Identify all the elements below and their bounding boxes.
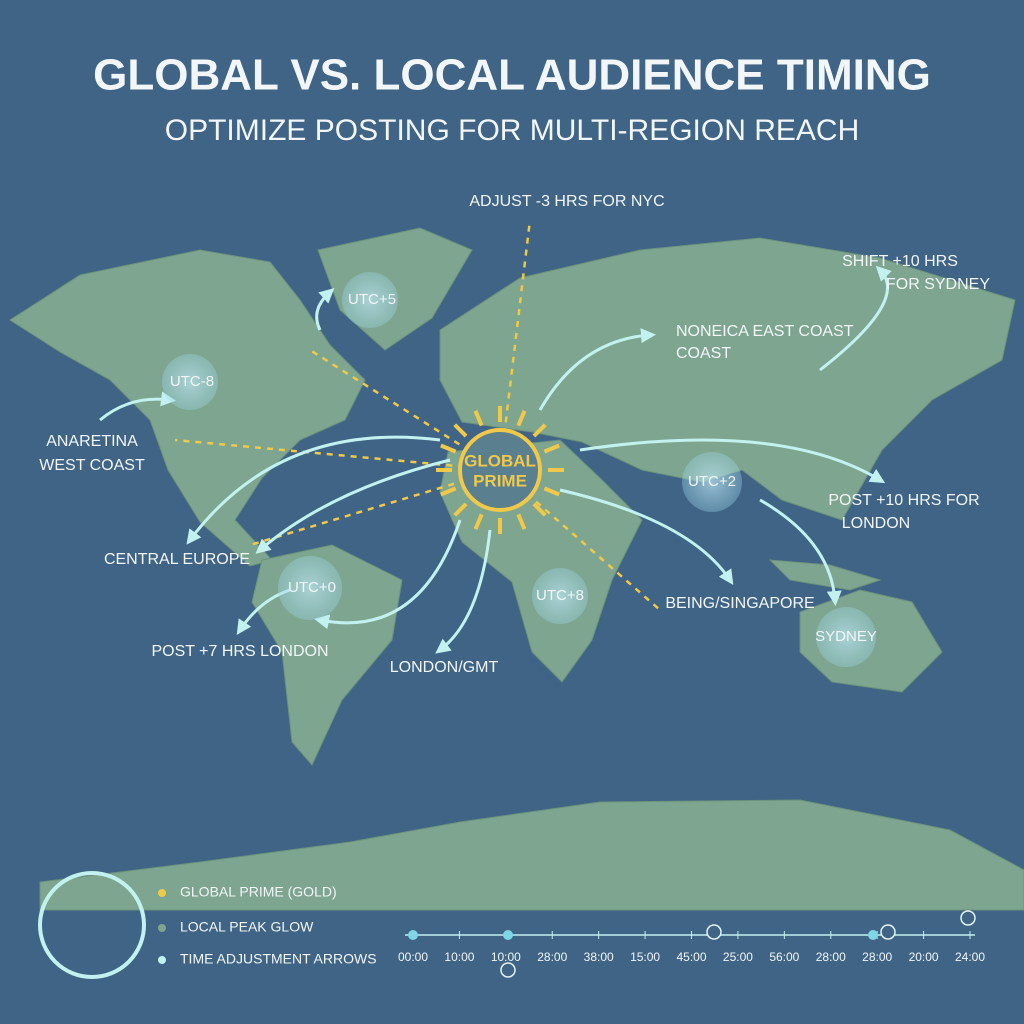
label: ADJUST -3 HRS FOR NYC [469, 193, 664, 210]
title: GLOBAL VS. LOCAL AUDIENCE TIMING [93, 51, 931, 100]
arrow [759, 498, 842, 606]
timeline-label: 28:00 [537, 950, 567, 964]
eurasia [439, 237, 1016, 521]
timeline-label: 10:00 [491, 950, 521, 964]
global-prime: GLOBAL PRIME [436, 406, 564, 534]
arrow [819, 265, 892, 372]
label: LONDON/GMT [390, 659, 499, 676]
timeline-label: 00:00 [398, 950, 428, 964]
arrow [99, 391, 176, 422]
bubble [682, 452, 742, 512]
timeline-marker [503, 930, 513, 940]
arrow [538, 328, 656, 411]
sun-ray [453, 502, 468, 517]
label: BEING/SINGAPORE [665, 595, 814, 612]
timeline-label: 45:00 [676, 950, 706, 964]
timeline-label: 24:00 [955, 950, 985, 964]
label: COAST [676, 345, 731, 362]
timeline-label: 25:00 [723, 950, 753, 964]
timeline-label: 20:00 [909, 950, 939, 964]
center-label: GLOBAL [464, 451, 536, 470]
timeline-label: 10:00 [444, 950, 474, 964]
legend-label: TIME ADJUSTMENT ARROWS [180, 951, 377, 967]
labels: ADJUST -3 HRS FOR NYC SHIFT +10 HRS FOR … [39, 193, 990, 676]
arrow [559, 488, 734, 585]
bubble [342, 272, 398, 328]
sun-ray [516, 513, 527, 530]
bubble [278, 556, 342, 620]
arrows [99, 265, 892, 654]
legend-label: LOCAL PEAK GLOW [180, 919, 314, 935]
label: NONEICA EAST COAST [676, 323, 854, 340]
legend-dot [158, 924, 166, 932]
label: ANARETINA [46, 433, 138, 450]
bubble-label: UTC+5 [348, 291, 396, 308]
arrow [186, 435, 441, 545]
arrow [315, 287, 335, 331]
timeline-clock [880, 924, 896, 940]
bubbles: UTC+5 UTC-8 UTC+0 UTC+8 UTC+2 SYDNEY [162, 272, 877, 667]
arrow [579, 438, 886, 484]
sun-ray [532, 423, 547, 438]
bubble-label: SYDNEY [815, 628, 877, 645]
legend-ring [38, 871, 146, 979]
sun-ray [516, 410, 527, 427]
bubble-label: UTC+2 [688, 473, 736, 490]
antarctica [39, 799, 1024, 911]
timeline-label: 38:00 [584, 950, 614, 964]
sun-ray [473, 410, 484, 427]
label: POST +10 HRS FOR [828, 492, 979, 509]
bubble-label: UTC+8 [536, 587, 584, 604]
timeline-label: 28:00 [816, 950, 846, 964]
timeline-marker [868, 930, 878, 940]
sun-ray [543, 486, 560, 497]
label: SHIFT +10 HRS [842, 253, 958, 270]
arrow [314, 519, 462, 630]
sun-ray [473, 513, 484, 530]
sun-ray [440, 486, 457, 497]
bubble-label: UTC-8 [170, 373, 214, 390]
sun-ray [440, 443, 457, 454]
timeline-clock [500, 962, 516, 978]
timeline-label: 56:00 [769, 950, 799, 964]
sun-ray [543, 443, 560, 454]
timeline: 00:00 10:00 10:00 28:00 38:00 15:00 45:00 25:00… [398, 910, 985, 978]
timeline-clock [706, 924, 722, 940]
label: FOR SYDNEY [886, 276, 990, 293]
timeline-marker [408, 930, 418, 940]
center-label: PRIME [473, 471, 527, 490]
gold-line [249, 468, 501, 547]
legend-dot [158, 889, 166, 897]
label: CENTRAL EUROPE [104, 551, 250, 568]
bubble [816, 607, 876, 667]
label: WEST COAST [39, 457, 145, 474]
label: POST +7 HRS LONDON [151, 643, 328, 660]
indonesia [768, 559, 882, 591]
sun-ray [532, 502, 547, 517]
timeline-label: 28:00 [862, 950, 892, 964]
timeline-clock [960, 910, 976, 926]
subtitle: OPTIMIZE POSTING FOR MULTI-REGION REACH [165, 114, 859, 147]
map [9, 227, 1024, 911]
timeline-label: 15:00 [630, 950, 660, 964]
legend-label: GLOBAL PRIME (GOLD) [180, 884, 337, 900]
sun-ray [453, 423, 468, 438]
legend: GLOBAL PRIME (GOLD) LOCAL PEAK GLOW TIME… [38, 871, 377, 979]
label: LONDON [842, 515, 910, 532]
prime-ring [458, 428, 542, 512]
arrow [435, 529, 492, 654]
bubble [162, 354, 218, 410]
bubble [532, 568, 588, 624]
legend-dot [158, 956, 166, 964]
arrow [255, 458, 451, 554]
bubble-label: UTC+0 [288, 579, 336, 596]
